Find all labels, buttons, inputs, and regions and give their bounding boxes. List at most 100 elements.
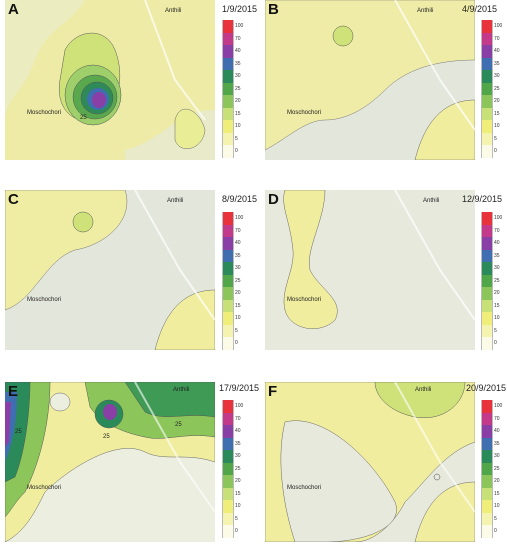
legend-tick-label: 100 bbox=[235, 23, 244, 29]
legend-swatch bbox=[481, 525, 493, 538]
legend-tick-label: 20 bbox=[494, 478, 500, 484]
legend-swatch bbox=[222, 262, 234, 275]
legend-swatch bbox=[481, 57, 493, 70]
legend-tick-label: 0 bbox=[494, 340, 497, 346]
legend-swatch bbox=[222, 425, 234, 438]
contour-map-d bbox=[265, 190, 475, 350]
town-label-moschochori: Moschochori bbox=[27, 297, 62, 303]
legend-tick-label: 20 bbox=[235, 98, 241, 104]
town-label-moschochori: Moschochori bbox=[27, 485, 62, 491]
legend-d: 100 70 40 35 30 25 20 15 10 5 0 bbox=[481, 212, 507, 362]
legend-tick-label: 70 bbox=[235, 415, 241, 422]
legend-swatch bbox=[222, 145, 234, 158]
legend-tick-label: 100 bbox=[494, 215, 503, 221]
legend-tick-label: 0 bbox=[235, 340, 238, 346]
contour-value-label: 25 bbox=[175, 422, 182, 428]
legend-tick-label: 10 bbox=[235, 315, 241, 321]
legend-tick-label: 0 bbox=[235, 528, 238, 534]
legend-swatch bbox=[481, 145, 493, 158]
legend-swatch bbox=[222, 212, 234, 225]
legend-tick-label: 0 bbox=[235, 148, 238, 154]
town-label-anthili: Anthili bbox=[415, 387, 432, 393]
map-panel-c: C Anthili Moschochori bbox=[5, 190, 215, 350]
legend-tick-label: 10 bbox=[494, 315, 500, 321]
town-label-anthili: Anthili bbox=[423, 198, 440, 204]
legend-swatch bbox=[222, 299, 234, 312]
map-panel-b: B Anthili Moschochori bbox=[265, 0, 475, 160]
legend-tick-label: 30 bbox=[494, 453, 500, 459]
legend-tick-label: 5 bbox=[494, 135, 497, 142]
legend-tick-label: 100 bbox=[235, 215, 244, 221]
panel-letter: C bbox=[8, 191, 19, 208]
contour-map-f bbox=[265, 382, 475, 542]
legend-tick-label: 70 bbox=[494, 35, 500, 42]
panel-letter: B bbox=[268, 1, 279, 18]
contour-map-b bbox=[265, 0, 475, 160]
legend-tick-label: 20 bbox=[235, 478, 241, 484]
town-label-moschochori: Moschochori bbox=[287, 297, 322, 303]
legend-e: 100 70 40 35 30 25 20 15 10 5 0 bbox=[222, 400, 262, 550]
town-label-moschochori: Moschochori bbox=[287, 485, 322, 491]
legend-tick-label: 20 bbox=[494, 290, 500, 296]
legend-swatch bbox=[481, 462, 493, 475]
panel-letter: E bbox=[8, 383, 19, 400]
town-label-anthili: Anthili bbox=[173, 387, 190, 393]
legend-swatch bbox=[222, 120, 234, 133]
legend-swatch bbox=[481, 475, 493, 488]
legend-tick-label: 5 bbox=[235, 515, 238, 522]
legend-tick-label: 0 bbox=[494, 528, 497, 534]
panel-date: 1/9/2015 bbox=[222, 4, 258, 14]
legend-tick-label: 20 bbox=[494, 98, 500, 104]
legend-tick-label: 100 bbox=[494, 23, 503, 29]
legend-swatch bbox=[481, 400, 493, 413]
legend-swatch bbox=[481, 95, 493, 108]
legend-swatch bbox=[481, 487, 493, 500]
legend-swatch bbox=[481, 70, 493, 83]
panel-date: 17/9/2015 bbox=[219, 383, 260, 393]
town-label-anthili: Anthili bbox=[417, 8, 434, 14]
legend-swatch bbox=[481, 132, 493, 145]
legend-swatch bbox=[481, 82, 493, 95]
legend-swatch bbox=[481, 32, 493, 45]
panel-date: 12/9/2015 bbox=[462, 194, 503, 204]
legend-swatch bbox=[222, 224, 234, 237]
legend-tick-label: 10 bbox=[494, 503, 500, 509]
legend-tick-label: 35 bbox=[235, 60, 241, 67]
legend-swatch bbox=[222, 70, 234, 83]
legend-swatch bbox=[222, 462, 234, 475]
legend-tick-label: 5 bbox=[235, 327, 238, 334]
contour-map-c bbox=[5, 190, 215, 350]
legend-swatch bbox=[222, 525, 234, 538]
legend-swatch bbox=[222, 450, 234, 463]
legend-tick-label: 40 bbox=[235, 428, 241, 434]
legend-tick-label: 70 bbox=[494, 415, 500, 422]
legend-swatch bbox=[222, 475, 234, 488]
legend-swatch bbox=[222, 324, 234, 337]
contour-value-label: 25 bbox=[15, 429, 22, 435]
legend-swatch bbox=[222, 274, 234, 287]
legend-swatch bbox=[481, 45, 493, 58]
legend-swatch bbox=[222, 487, 234, 500]
legend-swatch bbox=[222, 437, 234, 450]
legend-swatch bbox=[481, 337, 493, 350]
legend-swatch bbox=[481, 500, 493, 513]
legend-tick-label: 10 bbox=[494, 123, 500, 129]
legend-swatch bbox=[222, 107, 234, 120]
legend-swatch bbox=[481, 237, 493, 250]
legend-tick-label: 0 bbox=[494, 148, 497, 154]
legend-tick-label: 30 bbox=[494, 265, 500, 271]
legend-tick-label: 5 bbox=[494, 515, 497, 522]
legend-swatch bbox=[481, 312, 493, 325]
legend-swatch bbox=[222, 312, 234, 325]
panel-letter: A bbox=[8, 1, 19, 18]
legend-tick-label: 70 bbox=[235, 35, 241, 42]
legend-swatch bbox=[222, 237, 234, 250]
legend-tick-label: 35 bbox=[494, 252, 500, 259]
legend-swatch bbox=[481, 274, 493, 287]
legend-swatch bbox=[222, 337, 234, 350]
legend-tick-label: 100 bbox=[494, 403, 503, 409]
legend-swatch bbox=[222, 32, 234, 45]
legend-swatch bbox=[481, 212, 493, 225]
legend-swatch bbox=[481, 425, 493, 438]
legend-tick-label: 10 bbox=[235, 123, 241, 129]
